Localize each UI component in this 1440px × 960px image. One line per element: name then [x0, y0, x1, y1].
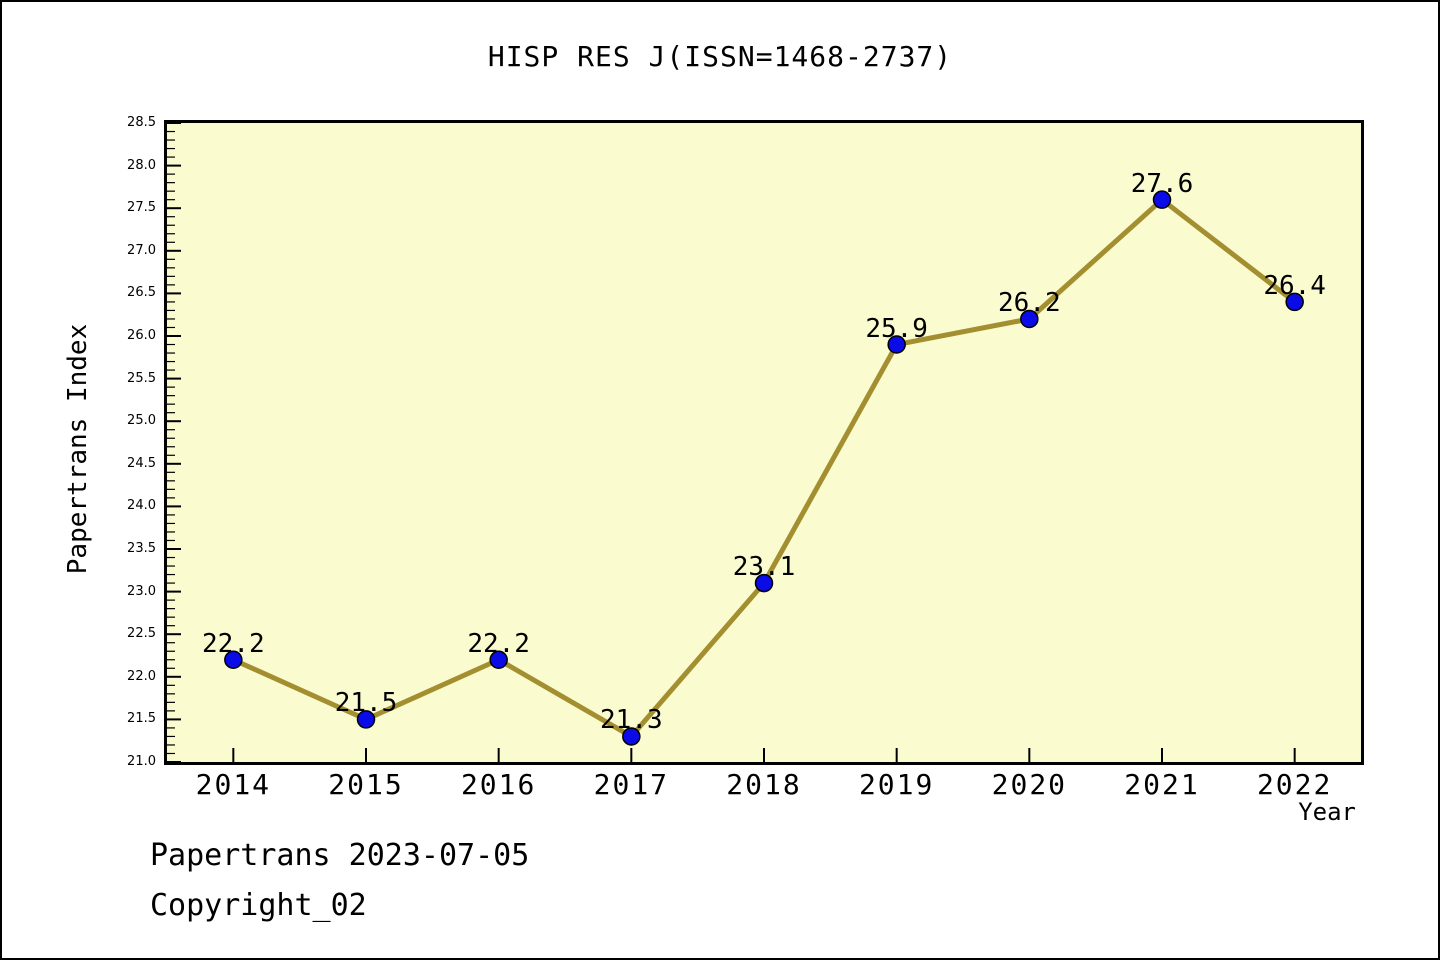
y-tick-label: 24.5 [127, 455, 156, 471]
y-tick-label: 22.5 [127, 626, 156, 642]
y-tick-label: 22.0 [127, 668, 156, 684]
point-label-2022: 26.4 [1263, 270, 1326, 301]
y-tick-label: 28.0 [127, 157, 156, 173]
data-point-2020 [1020, 309, 1039, 329]
y-tick-label: 25.5 [127, 370, 156, 386]
plot-area: 22.2 21.5 22.2 21.3 23.1 25.9 26.2 27.6 26.4 [164, 120, 1364, 765]
y-tick-label: 26.5 [127, 285, 156, 301]
data-point-2018 [754, 573, 774, 593]
x-tick-label-2022: 2022 [1256, 768, 1333, 801]
x-tick-label-2014: 2014 [195, 768, 272, 801]
x-tick-label-2018: 2018 [726, 768, 802, 801]
point-label-2014: 22.2 [202, 628, 265, 659]
point-label-2021: 27.6 [1130, 168, 1194, 199]
data-point-2015 [356, 710, 376, 729]
point-label-2020: 26.2 [998, 287, 1061, 318]
x-tick-label-2019: 2019 [858, 768, 935, 801]
x-tick-label-2017: 2017 [593, 768, 670, 801]
y-tick-label: 25.0 [127, 413, 156, 429]
point-label-2016: 22.2 [467, 628, 530, 659]
y-tick-label: 21.0 [127, 754, 156, 769]
data-point-2014 [224, 650, 243, 670]
y-tick-label: 27.5 [127, 200, 156, 216]
chart-title: HISP RES J(ISSN=1468-2737) [487, 40, 953, 73]
line-series-canvas [167, 123, 1304, 762]
x-axis-label: Year [1298, 798, 1356, 826]
point-label-2015: 21.5 [334, 688, 398, 719]
y-tick-label: 26.0 [127, 328, 156, 343]
y-axis-label: Papertrans Index [63, 323, 93, 575]
watermark-copyright: Copyright_02 [150, 888, 367, 923]
y-tick-label: 21.5 [127, 711, 156, 727]
y-tick-label: 23.0 [127, 583, 156, 599]
x-tick-label-2021: 2021 [1124, 768, 1200, 801]
data-point-2016 [489, 650, 508, 670]
y-tick-label: 24.0 [127, 498, 156, 514]
x-tick-label-2016: 2016 [460, 768, 537, 801]
y-tick-label: 23.5 [127, 541, 156, 556]
point-label-2017: 21.3 [600, 705, 663, 736]
point-label-2019: 25.9 [865, 313, 928, 344]
y-tick-label: 28.5 [127, 115, 156, 130]
data-point-2022 [1285, 292, 1304, 312]
watermark-date: Papertrans 2023-07-05 [150, 838, 530, 873]
x-tick-label-2015: 2015 [328, 768, 404, 801]
y-tick-label: 27.0 [127, 242, 156, 258]
data-point-2017 [622, 727, 641, 746]
data-point-2021 [1152, 190, 1172, 209]
data-point-2019 [887, 335, 906, 354]
point-label-2018: 23.1 [732, 552, 796, 583]
x-tick-label-2020: 2020 [991, 768, 1068, 801]
